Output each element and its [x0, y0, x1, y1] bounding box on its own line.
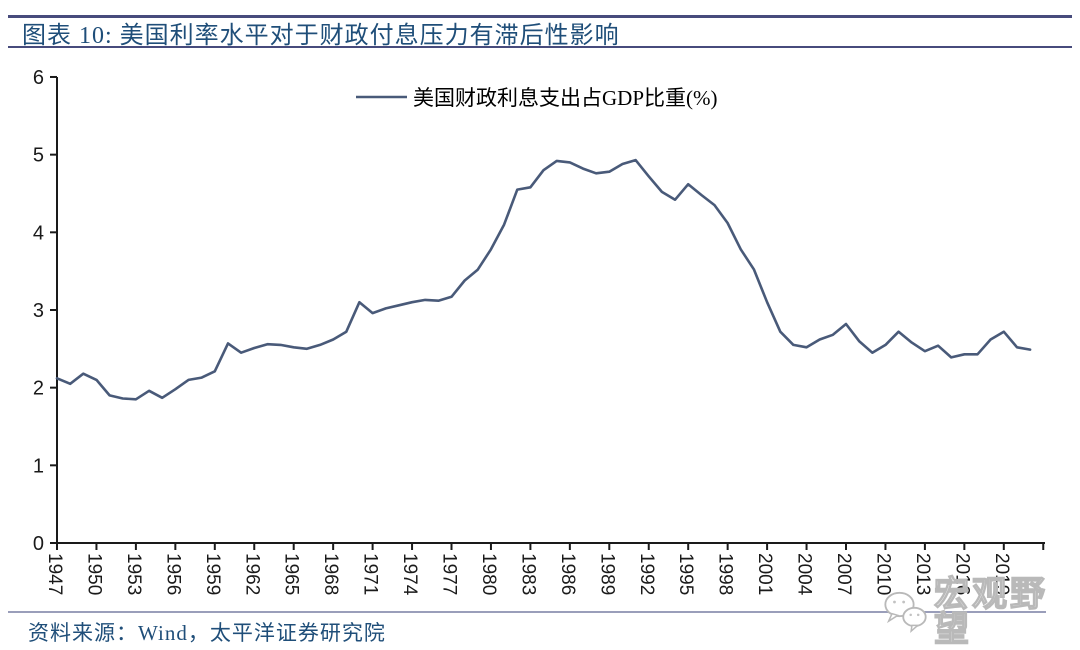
y-axis-label: 4 [33, 222, 44, 244]
x-axis-label: 2010 [872, 553, 893, 595]
x-axis-label: 2004 [794, 553, 815, 596]
x-axis-label: 1956 [162, 553, 183, 595]
series [55, 158, 1032, 401]
watermark-text: 宏观野望 [933, 575, 1048, 649]
footer-divider [8, 611, 1046, 613]
x-axis-label: 1965 [281, 553, 302, 595]
x-axis-label: 2016 [951, 553, 972, 595]
y-axis-label: 1 [33, 455, 44, 477]
axes: 0 1 2 3 4 5 6 1947 1950 1953 1956 1959 1962 1965 1968 1… [33, 67, 1045, 596]
x-axis-label: 2019 [991, 553, 1012, 595]
source-note: 资料来源：Wind，太平洋证券研究院 [28, 621, 386, 645]
x-axis-label: 1983 [517, 553, 538, 595]
x-axis-label: 1980 [478, 553, 499, 595]
x-axis-label: 2001 [754, 553, 775, 595]
x-axis-label: 1989 [596, 553, 617, 595]
y-axis-label: 0 [33, 533, 44, 555]
x-axis-label: 1995 [675, 553, 696, 595]
y-axis-label: 6 [33, 67, 44, 89]
x-axis-label: 1977 [439, 553, 460, 595]
x-axis-label: 1971 [360, 553, 381, 595]
x-axis-label: 1968 [320, 553, 341, 595]
x-axis-label: 2007 [833, 553, 854, 595]
x-axis-label: 1950 [83, 553, 104, 595]
x-axis-label: 1962 [241, 553, 262, 595]
legend-label: 美国财政利息支出占GDP比重(%) [413, 86, 718, 110]
x-axis-label: 1953 [123, 553, 144, 595]
y-axis-label: 5 [33, 145, 44, 167]
x-axis-label: 1959 [202, 553, 223, 595]
legend: 美国财政利息支出占GDP比重(%) [356, 86, 718, 110]
y-axis-label: 3 [33, 300, 44, 322]
y-axis-label: 2 [33, 378, 44, 400]
x-axis-label: 1992 [636, 553, 657, 595]
figure-title: 图表 10: 美国利率水平对于财政付息压力有滞后性影响 [22, 22, 620, 49]
x-axis-label: 1947 [44, 553, 65, 595]
wechat-icon [884, 591, 927, 634]
series-line [55, 158, 1032, 401]
figure-title-bar: 图表 10: 美国利率水平对于财政付息压力有滞后性影响 [8, 15, 1072, 49]
watermark: 宏观野望 [882, 575, 1080, 649]
x-axis-label: 2013 [912, 553, 933, 595]
x-axis-label: 1986 [557, 553, 578, 595]
x-axis-label: 1998 [715, 553, 736, 595]
x-axis-label: 1974 [399, 553, 420, 596]
